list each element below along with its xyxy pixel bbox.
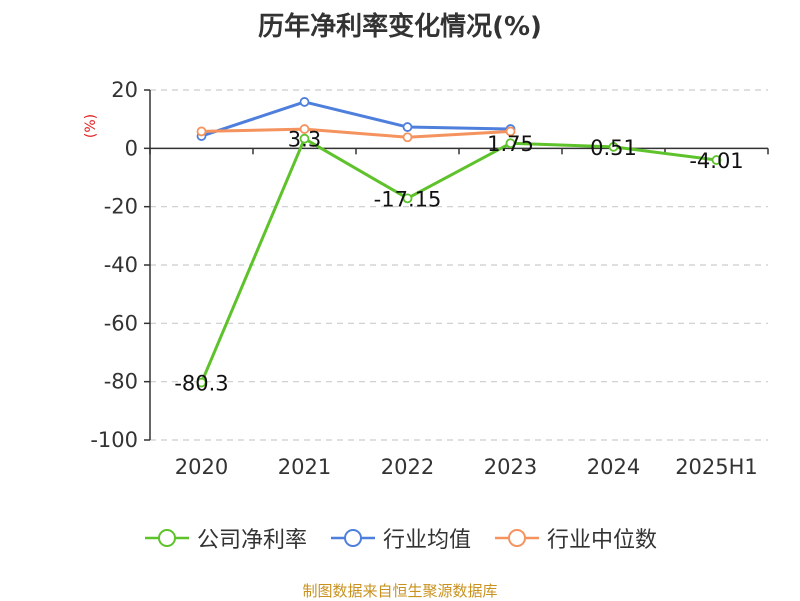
x-tick-label: 2023	[484, 455, 537, 479]
grid-lines	[150, 89, 768, 441]
data-label: 0.51	[590, 136, 637, 160]
data-label: -4.01	[689, 149, 743, 173]
chart-title: 历年净利率变化情况(%)	[258, 12, 542, 42]
data-point	[505, 126, 516, 137]
legend-swatch	[330, 529, 375, 547]
y-tick-label: -80	[104, 370, 138, 394]
data-point	[299, 133, 310, 144]
x-tick-label: 2020	[175, 455, 228, 479]
y-tick-label: 0	[125, 136, 138, 160]
y-tick-label: -60	[104, 311, 138, 335]
series-lines	[196, 97, 722, 388]
legend-swatch	[144, 529, 189, 547]
source-note: 制图数据来自恒生聚源数据库	[302, 582, 498, 600]
y-axis-label: (%)	[83, 114, 99, 138]
data-label: -80.3	[174, 372, 228, 396]
x-tick-label: 2021	[278, 455, 331, 479]
data-labels: -80.3 3.3 -17.15 1.75 0.51 -4.01	[174, 128, 743, 396]
legend: 公司净利率 行业均值 行业中位数	[0, 522, 800, 554]
series-line	[200, 137, 717, 384]
data-point	[299, 124, 310, 134]
y-tick-label: -20	[104, 195, 138, 219]
legend-swatch	[495, 529, 539, 547]
legend-label: 行业中位数	[547, 528, 658, 553]
legend-label: 行业均值	[382, 528, 471, 553]
series-line	[201, 100, 511, 138]
legend-label: 公司净利率	[196, 528, 307, 553]
data-point	[711, 155, 722, 165]
legend-item[interactable]: 行业中位数	[493, 522, 657, 554]
data-point	[299, 97, 310, 107]
x-tick-label: 2022	[381, 455, 434, 479]
data-label: 3.3	[288, 128, 321, 152]
y-tick-label: 20	[111, 78, 138, 102]
legend-item[interactable]: 公司净利率	[143, 522, 307, 554]
legend-item[interactable]: 行业均值	[329, 522, 471, 554]
data-point	[196, 377, 207, 388]
data-label: 1.75	[487, 132, 534, 156]
series-line	[201, 127, 511, 139]
y-tick-label: -100	[90, 428, 138, 452]
data-point	[608, 141, 619, 152]
x-tick-label: 2024	[587, 455, 640, 479]
axes: 20 0 -20 -40 -60 -80 -100 2020 2021 2022 2023 2024 2…	[90, 78, 769, 479]
data-label: -17.15	[374, 187, 442, 211]
x-tick-label: 2025H1	[675, 455, 758, 479]
data-point	[402, 122, 413, 132]
data-point	[505, 138, 516, 149]
data-point	[196, 126, 207, 137]
data-point	[402, 132, 413, 143]
data-point	[402, 193, 413, 204]
y-tick-label: -40	[104, 253, 138, 277]
